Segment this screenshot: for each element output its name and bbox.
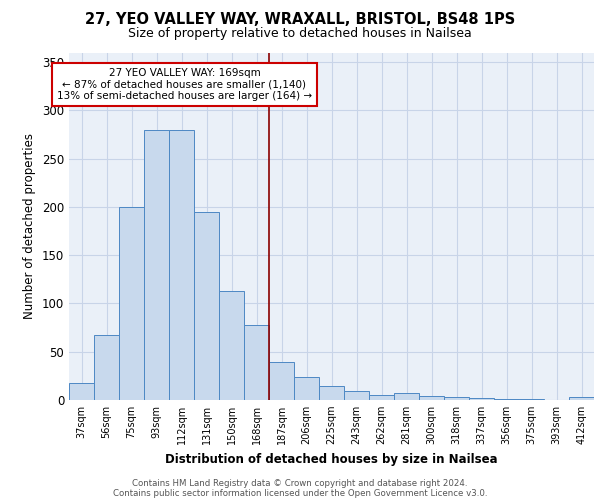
Bar: [69, 382, 94, 400]
Bar: [344, 392, 369, 400]
Bar: [269, 362, 294, 400]
Text: 27, YEO VALLEY WAY, WRAXALL, BRISTOL, BS48 1PS: 27, YEO VALLEY WAY, WRAXALL, BRISTOL, BS…: [85, 12, 515, 28]
Text: Size of property relative to detached houses in Nailsea: Size of property relative to detached ho…: [128, 28, 472, 40]
Bar: [94, 336, 119, 400]
Y-axis label: Number of detached properties: Number of detached properties: [23, 133, 37, 320]
Text: Contains public sector information licensed under the Open Government Licence v3: Contains public sector information licen…: [113, 488, 487, 498]
Bar: [419, 396, 444, 400]
Bar: [119, 207, 144, 400]
Bar: [369, 395, 394, 400]
Bar: [169, 130, 194, 400]
Text: 27 YEO VALLEY WAY: 169sqm
← 87% of detached houses are smaller (1,140)
13% of se: 27 YEO VALLEY WAY: 169sqm ← 87% of detac…: [57, 68, 312, 102]
Text: Contains HM Land Registry data © Crown copyright and database right 2024.: Contains HM Land Registry data © Crown c…: [132, 478, 468, 488]
X-axis label: Distribution of detached houses by size in Nailsea: Distribution of detached houses by size …: [165, 452, 498, 466]
Bar: [319, 386, 344, 400]
Bar: [394, 393, 419, 400]
Bar: [444, 397, 469, 400]
Bar: [294, 377, 319, 400]
Bar: [569, 397, 594, 400]
Bar: [194, 212, 219, 400]
Bar: [144, 130, 169, 400]
Bar: [219, 291, 244, 400]
Bar: [494, 399, 519, 400]
Bar: [469, 398, 494, 400]
Bar: [519, 399, 544, 400]
Bar: [244, 324, 269, 400]
